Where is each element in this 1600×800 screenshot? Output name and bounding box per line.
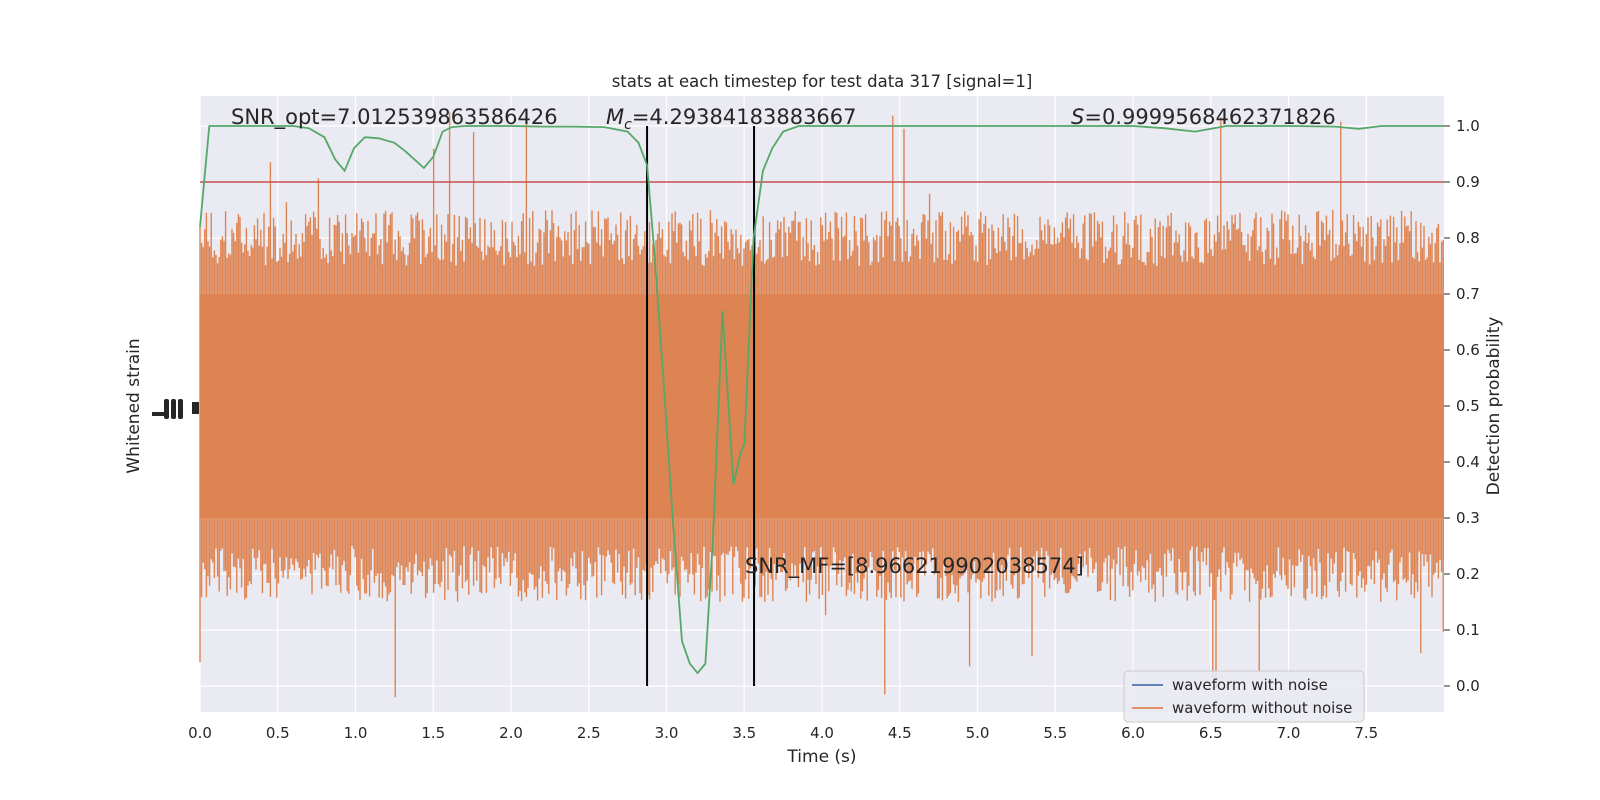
left-tick-glyph: [171, 399, 176, 419]
marks: [199, 125, 1444, 686]
chirp-mass-annotation: Mc=4.29384183883667: [606, 105, 857, 133]
left-tick-glyph: [164, 399, 169, 419]
x-tick-label: 7.0: [1277, 724, 1301, 742]
left-tick-glyph: [192, 402, 199, 414]
y-right-tick-label: 0.5: [1456, 397, 1480, 415]
left-axis-label: Whitened strain: [124, 338, 144, 473]
x-tick-label: 7.5: [1354, 724, 1378, 742]
y-right-tick-label: 0.3: [1456, 509, 1480, 527]
y-right-tick-label: 0.2: [1456, 565, 1480, 583]
left-axis-tick-cluster: [152, 399, 199, 419]
y-right-tick-label: 0.9: [1456, 173, 1480, 191]
legend-label-with-noise: waveform with noise: [1172, 676, 1328, 694]
x-tick-label: 4.0: [810, 724, 834, 742]
y-right-tick-label: 0.7: [1456, 285, 1480, 303]
x-tick-label: 4.5: [888, 724, 912, 742]
chart-title: stats at each timestep for test data 317…: [612, 72, 1033, 91]
y-right-tick-label: 0.6: [1456, 341, 1480, 359]
x-tick-label: 5.5: [1043, 724, 1067, 742]
x-tick-label: 1.5: [421, 724, 445, 742]
snr-opt-annotation: SNR_opt=7.012539863586426: [231, 105, 558, 130]
strain-noise-trace: [199, 112, 1444, 698]
s-annotation: S=0.9999568462371826: [1071, 105, 1336, 129]
x-tick-label: 2.0: [499, 724, 523, 742]
left-tick-glyph: [152, 412, 166, 416]
ticks: 0.0 0.5 1.0 1.5 2.0 2.5 3.0 3.5 4.0 4.5 5.0 5.5 6.0 6…: [188, 117, 1480, 742]
y-right-tick-label: 0.1: [1456, 621, 1480, 639]
s-symbol: S: [1071, 105, 1084, 129]
y-right-tick-label: 0.4: [1456, 453, 1480, 471]
x-tick-label: 3.0: [655, 724, 679, 742]
x-tick-label: 6.0: [1121, 724, 1145, 742]
legend: waveform with noise waveform without noi…: [1123, 670, 1365, 723]
x-axis-label: Time (s): [786, 747, 856, 767]
chirp-mass-subscript: c: [624, 117, 632, 133]
chirp-mass-symbol: M: [606, 105, 624, 129]
y-right-tick-label: 1.0: [1456, 117, 1480, 135]
x-tick-label: 3.5: [732, 724, 756, 742]
x-tick-label: 2.5: [577, 724, 601, 742]
x-tick-label: 0.5: [266, 724, 290, 742]
x-tick-label: 0.0: [188, 724, 212, 742]
y-right-tick-label: 0.8: [1456, 229, 1480, 247]
chirp-mass-value: =4.29384183883667: [632, 105, 857, 129]
detection-probability-line: [199, 125, 1444, 675]
legend-label-without-noise: waveform without noise: [1172, 699, 1352, 717]
x-tick-label: 6.5: [1199, 724, 1223, 742]
right-axis-label: Detection probability: [1484, 317, 1504, 496]
y-right-tick-label: 0.0: [1456, 677, 1480, 695]
x-tick-label: 5.0: [966, 724, 990, 742]
left-tick-glyph: [178, 399, 183, 419]
x-tick-label: 1.0: [344, 724, 368, 742]
strain-series: [199, 112, 1444, 698]
s-value: =0.9999568462371826: [1084, 105, 1335, 129]
snr-mf-annotation: SNR_MF=[8.966219902038574]: [745, 554, 1084, 579]
legend-box: [1123, 670, 1365, 723]
